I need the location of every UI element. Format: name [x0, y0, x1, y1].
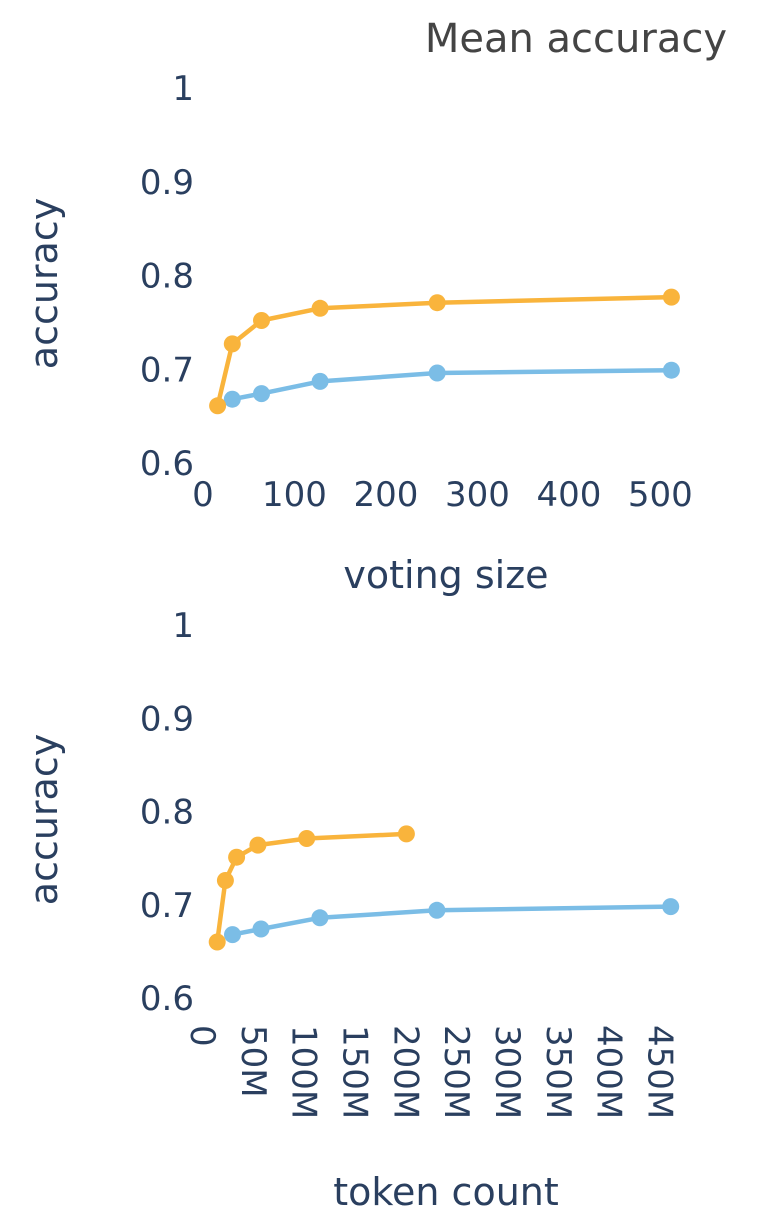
x-axis-title: voting size — [343, 553, 548, 597]
data-point — [298, 830, 316, 847]
x-tick-label: 350M — [538, 1025, 578, 1119]
data-point — [311, 299, 329, 317]
x-tick-label: 300M — [487, 1025, 527, 1119]
y-tick-label: 0.8 — [140, 793, 194, 833]
data-point — [209, 397, 227, 415]
x-tick-label: 400M — [589, 1025, 629, 1119]
x-axis-title: token count — [333, 1170, 559, 1214]
series-line — [215, 294, 674, 409]
y-tick-label: 0.6 — [140, 444, 194, 484]
data-point — [428, 294, 446, 312]
data-point — [208, 933, 226, 951]
data-point — [253, 312, 270, 329]
y-tick-label: 0.9 — [140, 699, 194, 739]
x-tick-label: 200M — [385, 1025, 425, 1119]
x-tick-label: 400 — [536, 475, 601, 515]
y-tick-label: 1 — [172, 69, 194, 109]
data-point — [228, 848, 246, 866]
x-tick-label: 150M — [335, 1025, 375, 1119]
data-point — [428, 901, 446, 919]
series-line — [214, 831, 409, 945]
series-line — [230, 904, 673, 937]
y-tick-label: 1 — [172, 606, 194, 646]
y-axis-title: accuracy — [22, 734, 66, 905]
data-point — [311, 372, 329, 390]
x-tick-label: 100 — [262, 475, 327, 515]
chart-title: Mean accuracy — [425, 16, 727, 62]
data-point — [223, 335, 241, 353]
x-tick-label: 250M — [436, 1025, 476, 1119]
data-point — [223, 390, 241, 408]
data-point — [253, 385, 270, 403]
data-point — [662, 361, 680, 379]
data-point — [397, 825, 415, 843]
x-tick-label: 100M — [284, 1025, 324, 1119]
y-tick-label: 0.8 — [140, 257, 194, 297]
y-tick-label: 0.7 — [140, 886, 194, 926]
data-point — [224, 926, 241, 944]
y-tick-label: 0.9 — [140, 163, 194, 203]
y-axis-title: accuracy — [22, 198, 66, 369]
data-point — [662, 288, 680, 306]
data-point — [216, 872, 234, 889]
data-point — [428, 364, 446, 382]
data-point — [311, 909, 329, 927]
x-tick-label: 450M — [640, 1025, 680, 1119]
y-tick-label: 0.7 — [140, 350, 194, 390]
x-tick-label: 200 — [354, 475, 419, 515]
x-tick-label: 0 — [182, 1025, 222, 1047]
data-point — [252, 920, 270, 938]
series-line — [230, 367, 674, 402]
data-point — [249, 836, 267, 854]
chart-token-count: 0.6 0.7 0.8 0.9 1 0 50M 100M 150M 200M 250M 300M 350… — [22, 606, 680, 1214]
x-tick-label: 500 — [628, 475, 693, 515]
x-tick-label: 300 — [445, 475, 510, 515]
y-tick-label: 0.6 — [140, 979, 194, 1019]
x-tick-label: 0 — [192, 475, 214, 515]
x-tick-label: 50M — [233, 1025, 273, 1098]
data-point — [662, 898, 680, 916]
chart-voting-size: 0.6 0.7 0.8 0.9 1 0 100 200 300 400 500 accuracy vot… — [22, 69, 693, 597]
